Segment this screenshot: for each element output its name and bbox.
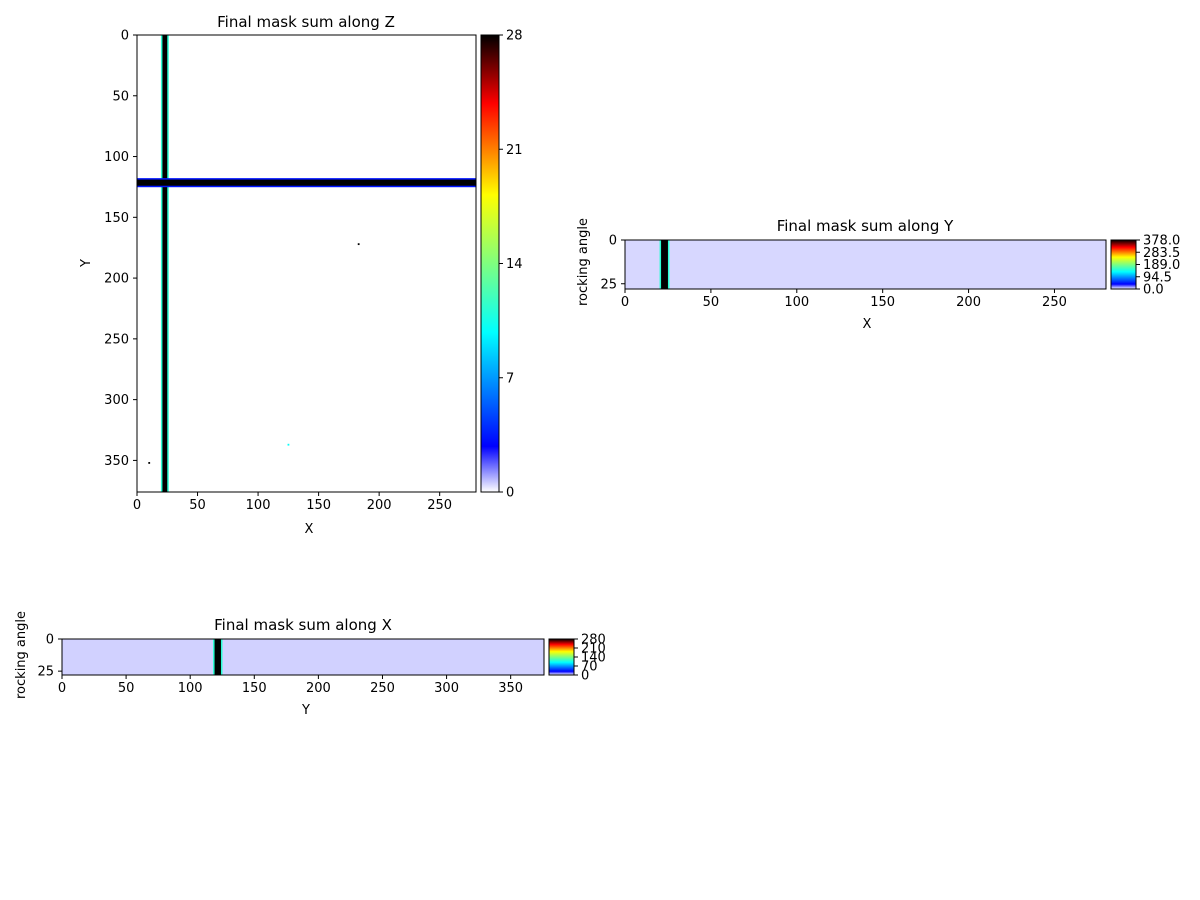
- y-axis-label: rocking angle: [14, 611, 29, 699]
- x-tick-label: 100: [784, 295, 809, 310]
- vertical-band: [661, 240, 668, 289]
- colorbar-tick-label: 0.0: [1143, 283, 1164, 298]
- colorbar-tick-label: 94.5: [1143, 270, 1172, 285]
- x-tick-label: 100: [246, 498, 271, 513]
- x-axis-label: X: [863, 317, 872, 332]
- colorbar-tick-label: 70: [581, 660, 598, 675]
- x-tick-label: 100: [178, 681, 203, 696]
- y-tick-label: 250: [104, 332, 129, 347]
- x-tick-label: 150: [306, 498, 331, 513]
- axes-frame: [624, 239, 1107, 290]
- x-tick-label: 50: [189, 498, 206, 513]
- y-tick-label: 25: [37, 665, 54, 680]
- chart-title: Final mask sum along X: [214, 616, 392, 634]
- x-tick-label: 0: [58, 681, 66, 696]
- x-tick-label: 50: [118, 681, 135, 696]
- colorbar-gradient: [548, 638, 575, 676]
- x-axis: 0 50 100 150 200 250 300 350: [58, 675, 523, 696]
- y-axis-label: rocking angle: [576, 218, 591, 306]
- colorbar-tick-label: 0: [581, 669, 589, 684]
- x-axis-label: Y: [301, 703, 310, 718]
- y-tick-label: 200: [104, 272, 129, 287]
- y-tick-label: 0: [121, 29, 129, 44]
- y-tick-label: 25: [600, 277, 617, 292]
- chart-title: Final mask sum along Z: [217, 13, 395, 31]
- panel-mask-sum-z: Final mask sum along Z 0 50 100 150 200 250 0…: [79, 13, 523, 537]
- y-tick-label: 50: [112, 89, 129, 104]
- colorbar-tick-label: 28: [506, 29, 523, 44]
- y-tick-label: 300: [104, 393, 129, 408]
- x-tick-label: 50: [703, 295, 720, 310]
- x-tick-label: 150: [242, 681, 267, 696]
- colorbar-tick-label: 283.5: [1143, 246, 1180, 261]
- x-tick-label: 350: [498, 681, 523, 696]
- colorbar-tick-label: 378.0: [1143, 234, 1180, 249]
- x-tick-label: 300: [434, 681, 459, 696]
- x-tick-label: 200: [956, 295, 981, 310]
- heatmap-background: [625, 240, 1106, 289]
- y-tick-label: 350: [104, 454, 129, 469]
- heatmap-area: [61, 638, 545, 676]
- y-tick-label: 0: [609, 234, 617, 249]
- chart-title: Final mask sum along Y: [777, 217, 954, 235]
- y-tick-label: 150: [104, 211, 129, 226]
- heatmap-area: [624, 239, 1107, 290]
- x-axis: 0 50 100 150 200 250: [621, 289, 1067, 310]
- colorbar: 0 7 14 21 28: [480, 29, 523, 501]
- colorbar-tick-label: 0: [506, 486, 514, 501]
- x-tick-label: 250: [1042, 295, 1067, 310]
- colorbar-tick-label: 189.0: [1143, 258, 1180, 273]
- speck: [287, 443, 290, 446]
- heatmap-area: [136, 34, 477, 493]
- speck: [357, 243, 360, 246]
- horizontal-band: [137, 179, 476, 186]
- panel-mask-sum-x: Final mask sum along X 0 50 100 150 200 250 30…: [14, 611, 606, 718]
- colorbar-gradient: [480, 34, 500, 493]
- y-axis: 0 25: [37, 633, 62, 680]
- axes-frame: [61, 638, 545, 676]
- vertical-band: [162, 35, 168, 492]
- colorbar-gradient: [1110, 239, 1137, 290]
- y-axis: 0 50 100 150 200 250 300 350: [104, 29, 137, 469]
- x-tick-label: 200: [367, 498, 392, 513]
- x-tick-label: 0: [621, 295, 629, 310]
- x-tick-label: 200: [306, 681, 331, 696]
- x-axis-label: X: [305, 522, 314, 537]
- colorbar-tick-label: 140: [581, 651, 606, 666]
- speck: [148, 462, 151, 464]
- x-axis: 0 50 100 150 200 250: [133, 492, 452, 513]
- x-tick-label: 250: [427, 498, 452, 513]
- colorbar-tick-label: 210: [581, 642, 606, 657]
- colorbar-tick-label: 280: [581, 633, 606, 648]
- y-axis-label: Y: [79, 259, 94, 268]
- heatmap-background: [62, 639, 544, 675]
- vertical-band: [214, 639, 221, 675]
- axes-frame: [136, 34, 477, 493]
- colorbar-tick-label: 7: [506, 371, 514, 386]
- colorbar-tick-label: 14: [506, 257, 523, 272]
- x-tick-label: 250: [370, 681, 395, 696]
- panel-mask-sum-y: Final mask sum along Y 0 50 100 150 200 250 0…: [576, 217, 1180, 332]
- y-tick-label: 100: [104, 150, 129, 165]
- y-axis: 0 25: [600, 234, 625, 292]
- colorbar-tick-label: 21: [506, 143, 523, 158]
- heatmap-background: [137, 35, 476, 492]
- x-tick-label: 0: [133, 498, 141, 513]
- y-tick-label: 0: [46, 633, 54, 648]
- x-tick-label: 150: [870, 295, 895, 310]
